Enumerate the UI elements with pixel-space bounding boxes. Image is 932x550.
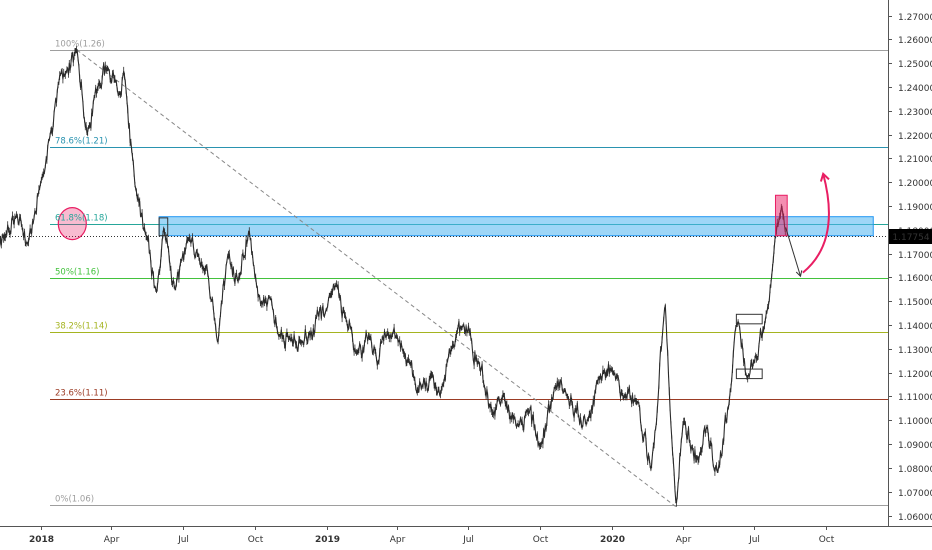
fib-level-label: 38.2%(1.14) bbox=[55, 322, 108, 332]
x-tick-label: Jul bbox=[748, 535, 760, 545]
y-tick-label: 1.22000 bbox=[898, 132, 932, 142]
bounce-arrow bbox=[802, 173, 830, 274]
fib-level-label: 50%(1.16) bbox=[55, 268, 99, 278]
current-price-tag: 1.17754 bbox=[889, 229, 932, 244]
fib-level-label: 0%(1.06) bbox=[55, 495, 94, 505]
y-tick-label: 1.10000 bbox=[898, 417, 932, 427]
y-tick-label: 1.27000 bbox=[898, 13, 932, 23]
x-tick-label: 2019 bbox=[315, 535, 340, 545]
y-tick-label: 1.21000 bbox=[898, 155, 932, 165]
x-tick-label: Jul bbox=[177, 535, 189, 545]
fib-level-label: 78.6%(1.21) bbox=[55, 137, 108, 147]
x-tick-label: 2018 bbox=[29, 535, 54, 545]
highlight-box bbox=[774, 194, 788, 237]
y-tick-label: 1.17000 bbox=[898, 251, 932, 261]
current-price-label: 1.17754 bbox=[892, 233, 929, 243]
plot-background bbox=[0, 0, 888, 526]
projection-arrow-head bbox=[795, 270, 803, 278]
x-tick-label: Oct bbox=[819, 535, 835, 545]
resistance-zone bbox=[158, 216, 874, 237]
range-box bbox=[735, 368, 763, 380]
fib-level-label: 61.8%(1.18) bbox=[55, 214, 108, 224]
y-tick-label: 1.09000 bbox=[898, 441, 932, 451]
price-series-line bbox=[0, 48, 786, 504]
y-tick-label: 1.23000 bbox=[898, 108, 932, 118]
x-tick-label: Apr bbox=[676, 535, 692, 545]
y-tick-label: 1.13000 bbox=[898, 346, 932, 356]
x-tick-label: Oct bbox=[248, 535, 264, 545]
projection-arrow bbox=[785, 227, 801, 277]
y-tick-label: 1.14000 bbox=[898, 322, 932, 332]
y-tick-label: 1.11000 bbox=[898, 393, 932, 403]
x-tick-label: Oct bbox=[533, 535, 549, 545]
x-tick-label: Apr bbox=[104, 535, 120, 545]
y-tick-label: 1.08000 bbox=[898, 465, 932, 475]
y-tick-label: 1.25000 bbox=[898, 60, 932, 70]
bounce-arrow-head bbox=[819, 171, 830, 182]
y-tick-label: 1.07000 bbox=[898, 489, 932, 499]
y-tick-label: 1.24000 bbox=[898, 84, 932, 94]
price-series-layer bbox=[0, 45, 786, 507]
range-box bbox=[158, 217, 169, 237]
y-tick-label: 1.06000 bbox=[898, 513, 932, 523]
current-price-box bbox=[889, 229, 932, 244]
fib-level-label: 100%(1.26) bbox=[55, 40, 105, 50]
y-tick-label: 1.19000 bbox=[898, 203, 932, 213]
y-tick-label: 1.12000 bbox=[898, 370, 932, 380]
x-tick-label: Jul bbox=[462, 535, 474, 545]
y-tick-label: 1.26000 bbox=[898, 36, 932, 46]
x-axis[interactable]: 2018 Apr Jul Oct 2019 Apr Jul Oct 2020 Apr Jul Oct bbox=[0, 526, 932, 545]
y-tick-label: 1.16000 bbox=[898, 274, 932, 284]
range-box bbox=[735, 313, 763, 325]
y-axis[interactable]: 1.27000 1.26000 1.25000 1.24000 1.23000 1.220… bbox=[888, 0, 932, 527]
annotation-layer bbox=[57, 171, 830, 380]
y-tick-label: 1.15000 bbox=[898, 298, 932, 308]
x-tick-label: Apr bbox=[390, 535, 406, 545]
y-tick-label: 1.20000 bbox=[898, 179, 932, 189]
fibonacci-labels: 100%(1.26) 78.6%(1.21) 61.8%(1.18) 50%(1.16… bbox=[55, 40, 108, 505]
fib-level-label: 23.6%(1.11) bbox=[55, 389, 108, 399]
fib-circle-marker bbox=[57, 206, 87, 241]
x-tick-label: 2020 bbox=[600, 535, 625, 545]
